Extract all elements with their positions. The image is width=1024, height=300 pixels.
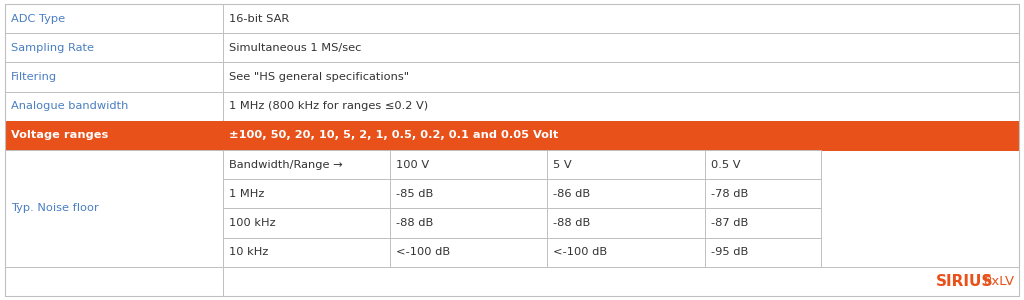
Bar	[223, 92, 1019, 121]
Text: Typ. Noise floor: Typ. Noise floor	[11, 203, 98, 213]
Bar	[5, 33, 223, 62]
Text: ±100, 50, 20, 10, 5, 2, 1, 0.5, 0.2, 0.1 and 0.05 Volt: ±100, 50, 20, 10, 5, 2, 1, 0.5, 0.2, 0.1…	[229, 130, 558, 140]
Bar	[705, 238, 821, 267]
Bar	[548, 150, 705, 179]
Text: 10 kHz: 10 kHz	[229, 247, 268, 257]
Text: <-100 dB: <-100 dB	[554, 247, 607, 257]
Bar	[705, 150, 821, 179]
Text: SIRIUS: SIRIUS	[936, 274, 993, 289]
Bar	[548, 208, 705, 238]
Text: <-100 dB: <-100 dB	[396, 247, 451, 257]
Text: -78 dB: -78 dB	[711, 189, 748, 199]
Text: Bandwidth/Range →: Bandwidth/Range →	[229, 160, 343, 170]
Text: Analogue bandwidth: Analogue bandwidth	[11, 101, 128, 111]
Text: 8xLV: 8xLV	[983, 275, 1014, 288]
Text: 1 MHz: 1 MHz	[229, 189, 264, 199]
Text: ®: ®	[982, 274, 990, 283]
Bar	[223, 179, 390, 208]
Bar	[223, 238, 390, 267]
Text: See "HS general specifications": See "HS general specifications"	[229, 72, 410, 82]
Bar	[390, 238, 548, 267]
Text: Simultaneous 1 MS/sec: Simultaneous 1 MS/sec	[229, 43, 361, 53]
Bar	[223, 150, 390, 179]
Text: -86 dB: -86 dB	[554, 189, 591, 199]
Text: 5 V: 5 V	[554, 160, 572, 170]
Text: Voltage ranges: Voltage ranges	[11, 130, 109, 140]
Text: -87 dB: -87 dB	[711, 218, 748, 228]
Text: -85 dB: -85 dB	[396, 189, 433, 199]
Bar	[390, 150, 548, 179]
Bar	[705, 208, 821, 238]
Bar	[5, 267, 223, 296]
Bar	[5, 121, 1019, 150]
Bar	[390, 208, 548, 238]
Bar	[223, 267, 1019, 296]
Bar	[223, 33, 1019, 62]
Bar	[548, 179, 705, 208]
Bar	[5, 4, 223, 33]
Bar	[390, 179, 548, 208]
Bar	[223, 208, 390, 238]
Text: 16-bit SAR: 16-bit SAR	[229, 14, 289, 24]
Text: -95 dB: -95 dB	[711, 247, 748, 257]
Text: -88 dB: -88 dB	[554, 218, 591, 228]
Text: ADC Type: ADC Type	[11, 14, 66, 24]
Text: Filtering: Filtering	[11, 72, 57, 82]
Text: -88 dB: -88 dB	[396, 218, 433, 228]
Bar	[223, 62, 1019, 92]
Text: 100 V: 100 V	[396, 160, 429, 170]
Text: Sampling Rate: Sampling Rate	[11, 43, 94, 53]
Text: 1 MHz (800 kHz for ranges ≤0.2 V): 1 MHz (800 kHz for ranges ≤0.2 V)	[229, 101, 428, 111]
Bar	[5, 150, 223, 267]
Bar	[5, 62, 223, 92]
Bar	[705, 179, 821, 208]
Bar	[548, 238, 705, 267]
Text: 100 kHz: 100 kHz	[229, 218, 275, 228]
Bar	[223, 4, 1019, 33]
Bar	[5, 92, 223, 121]
Text: 0.5 V: 0.5 V	[711, 160, 740, 170]
